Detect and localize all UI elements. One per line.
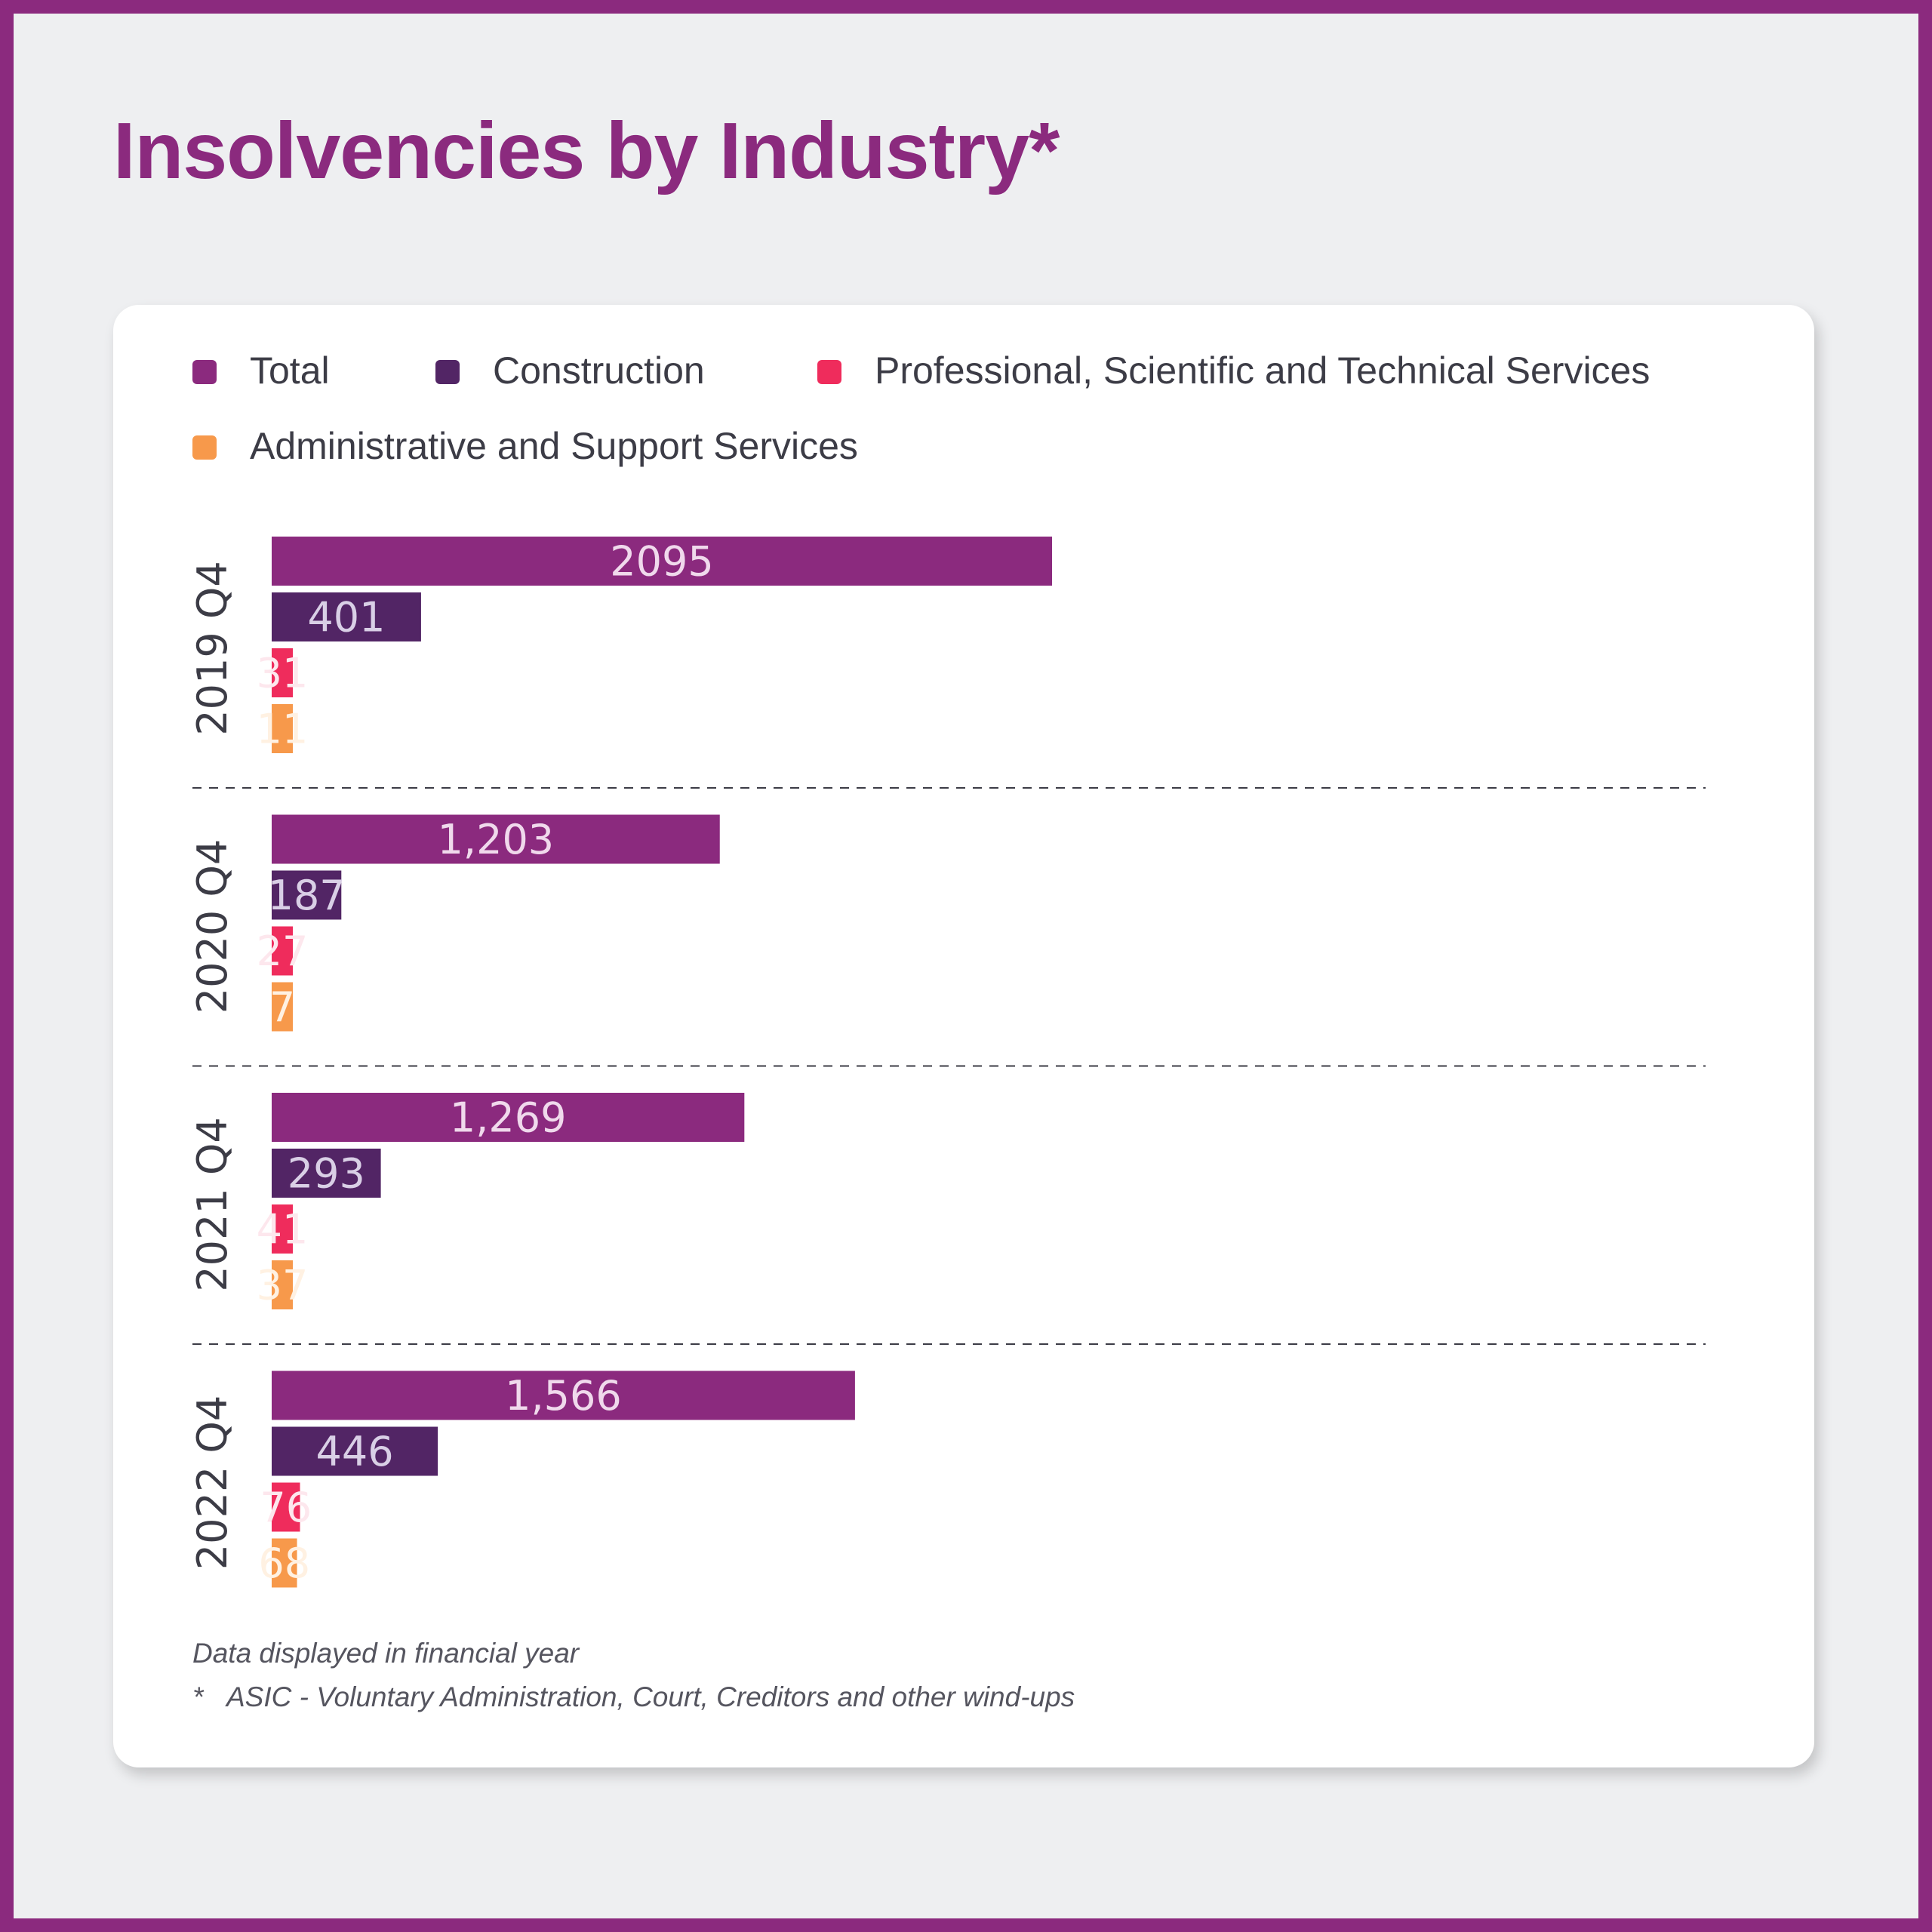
data-label: 76 (260, 1484, 312, 1531)
data-label: 401 (307, 594, 385, 641)
data-label: 293 (288, 1150, 365, 1198)
bar (272, 1204, 293, 1254)
data-label: 1,566 (505, 1372, 622, 1420)
legend-label-administrative: Administrative and Support Services (250, 425, 858, 467)
bar (272, 1371, 855, 1420)
data-label: 187 (268, 872, 346, 919)
footnote-note: Data displayed in financial year (192, 1638, 580, 1669)
bar (272, 982, 293, 1032)
legend-label-professional: Professional, Scientific and Technical S… (875, 349, 1651, 392)
legend-swatch-administrative (192, 435, 217, 460)
legend-swatch-construction (435, 360, 460, 384)
footnote-star: * (192, 1681, 204, 1712)
legend-swatch-total (192, 360, 217, 384)
bar-chart: 2019 Q4 2095 401 31 11 2020 Q4 1,203 187 27 7 2021… (189, 537, 1706, 1588)
bar (272, 592, 421, 641)
bar (272, 1093, 745, 1142)
data-label: 1,203 (438, 816, 555, 863)
bar (272, 870, 342, 920)
category-label: 2020 Q4 (189, 839, 236, 1014)
data-label: 31 (257, 650, 309, 697)
bar (272, 537, 1052, 586)
bar (272, 1538, 297, 1588)
bar (272, 814, 720, 864)
data-label: 37 (257, 1262, 309, 1309)
data-label: 11 (257, 706, 309, 753)
bar (272, 1482, 300, 1532)
bar (272, 1149, 381, 1198)
bar (272, 704, 293, 753)
category-label: 2021 Q4 (189, 1117, 236, 1291)
footnote-source: ASIC - Voluntary Administration, Court, … (226, 1681, 1075, 1712)
data-label: 7 (269, 983, 295, 1031)
data-label: 68 (258, 1540, 310, 1587)
chart-card: Total Construction Professional, Scienti… (113, 305, 1814, 1767)
bar (272, 926, 293, 976)
data-label: 41 (257, 1206, 309, 1254)
legend-label-total: Total (250, 349, 330, 392)
bar (272, 648, 293, 697)
bar (272, 1426, 438, 1476)
legend-swatch-professional (817, 360, 841, 384)
data-label: 1,269 (450, 1094, 567, 1142)
category-label: 2019 Q4 (189, 561, 236, 735)
data-label: 27 (257, 928, 309, 975)
category-label: 2022 Q4 (189, 1395, 236, 1570)
data-label: 2095 (610, 538, 713, 586)
page-title: Insolvencies by Industry* (113, 106, 1060, 195)
legend-label-construction: Construction (493, 349, 705, 392)
data-label: 446 (316, 1428, 394, 1475)
bar (272, 1260, 293, 1309)
